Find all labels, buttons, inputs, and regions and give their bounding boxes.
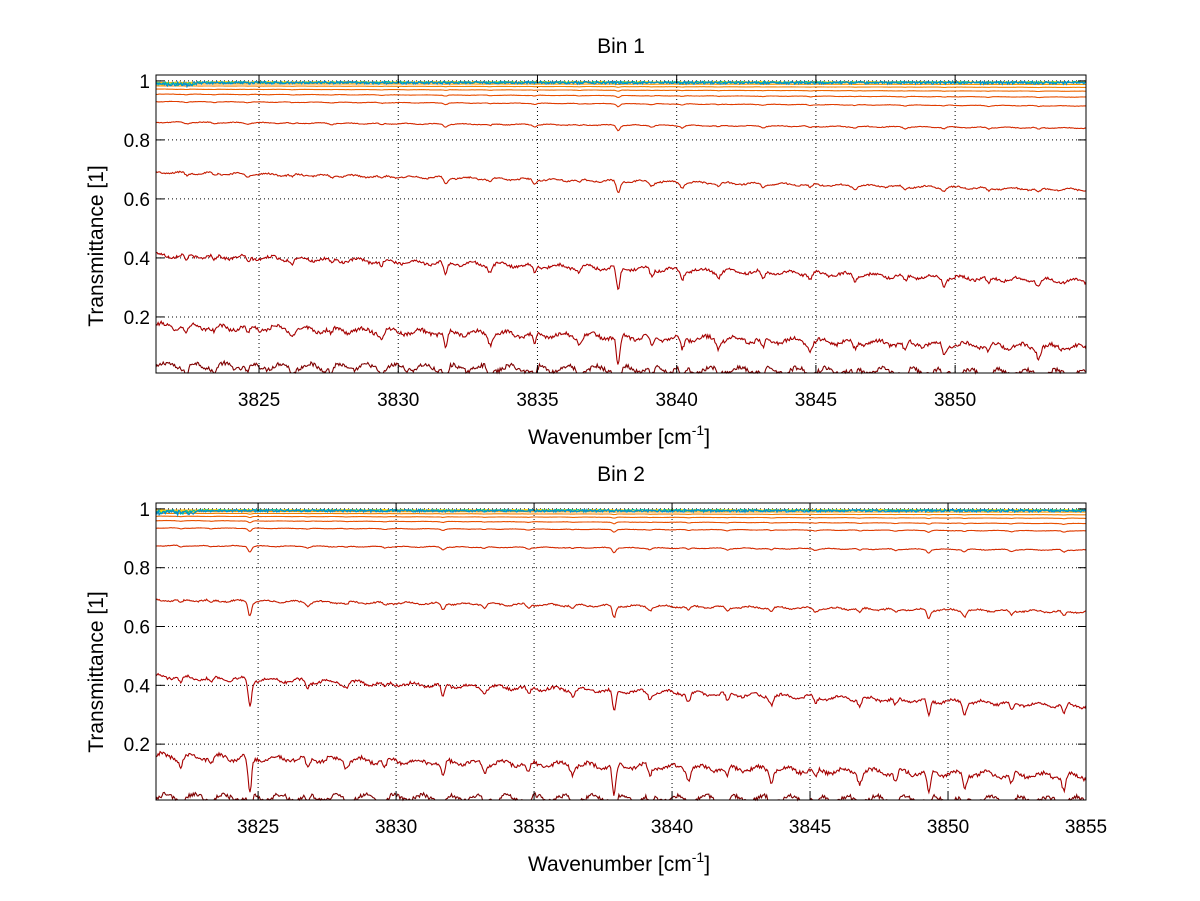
transmittance-curve xyxy=(155,750,1087,796)
x-tick-label: 3840 xyxy=(651,817,693,838)
transmittance-curve xyxy=(155,80,1086,89)
x-tick-label: 3825 xyxy=(238,390,280,411)
x-tick-label: 3845 xyxy=(789,817,831,838)
y-tick-label: 0.8 xyxy=(124,131,150,152)
y-tick-label: 0.2 xyxy=(124,735,150,756)
transmittance-curve xyxy=(155,598,1087,620)
x-axis-title-text: Wavenumber [cm xyxy=(528,853,692,876)
x-tick-label: 3840 xyxy=(656,390,698,411)
transmittance-curve xyxy=(155,507,1087,518)
bin-1-panel: Bin 1 3825 3830 3835 3840 3845 3850 0.2 0.4 0.6 0… xyxy=(85,35,1087,449)
transmittance-curve xyxy=(156,88,1086,93)
y-tick-label: 0.4 xyxy=(124,676,151,697)
transmittance-curve xyxy=(155,519,1087,525)
x-axis-title-superscript: -1 xyxy=(692,849,705,865)
axes-frame xyxy=(155,502,1087,801)
plot-title: Bin 2 xyxy=(597,463,645,486)
transmittance-curve xyxy=(156,544,1087,554)
y-tick-label: 0.4 xyxy=(124,249,151,270)
x-tick-label: 3845 xyxy=(795,390,837,411)
x-tick-label: 3855 xyxy=(1065,817,1107,838)
y-tick-label: 1 xyxy=(139,72,150,93)
x-axis-title-superscript: -1 xyxy=(692,422,705,438)
x-axis-title-end: ] xyxy=(704,426,710,449)
x-tick-label: 3850 xyxy=(934,390,976,411)
transmittance-curve xyxy=(156,100,1087,108)
x-tick-label: 3830 xyxy=(377,390,419,411)
y-axis-title: Transmittance [1] xyxy=(85,165,108,326)
transmittance-curve xyxy=(155,527,1086,533)
transmittance-curve xyxy=(155,319,1087,365)
transmittance-curve xyxy=(155,251,1087,291)
transmittance-curve xyxy=(155,170,1087,194)
y-tick-label: 1 xyxy=(139,500,150,521)
y-tick-label: 0.6 xyxy=(124,618,150,639)
x-tick-label: 3835 xyxy=(516,390,558,411)
x-tick-label: 3830 xyxy=(375,817,417,838)
y-tick-label: 0.2 xyxy=(124,308,150,329)
transmittance-curve xyxy=(155,93,1087,99)
transmittance-curve xyxy=(156,85,1087,89)
x-tick-label: 3835 xyxy=(513,817,555,838)
axes-frame xyxy=(155,74,1087,374)
y-axis-title: Transmittance [1] xyxy=(85,591,108,752)
x-axis-title: Wavenumber [cm-1] xyxy=(528,422,710,449)
x-tick-label: 3825 xyxy=(237,817,279,838)
transmittance-curve xyxy=(155,121,1087,132)
plot-area: 3825 3830 3835 3840 3845 3850 3855 0.2 0.4 0.6 0.8… xyxy=(124,500,1108,838)
x-axis-title-end: ] xyxy=(704,853,710,876)
y-tick-label: 0.6 xyxy=(124,190,150,211)
transmittance-curve xyxy=(155,672,1087,718)
transmittance-curve xyxy=(155,512,1086,516)
x-tick-label: 3850 xyxy=(927,817,969,838)
transmittance-curve xyxy=(156,515,1086,520)
y-tick-label: 0.8 xyxy=(124,559,150,580)
plot-title: Bin 1 xyxy=(597,35,645,58)
x-axis-title-text: Wavenumber [cm xyxy=(528,426,692,449)
transmittance-curve xyxy=(156,83,1086,86)
bin-2-panel: Bin 2 3825 3830 3835 3840 3845 3850 3855 0.2 0.4… xyxy=(85,463,1107,876)
x-axis-title: Wavenumber [cm-1] xyxy=(528,849,710,876)
plot-area: 3825 3830 3835 3840 3845 3850 0.2 0.4 0.6 0.8 1 xyxy=(124,72,1087,411)
